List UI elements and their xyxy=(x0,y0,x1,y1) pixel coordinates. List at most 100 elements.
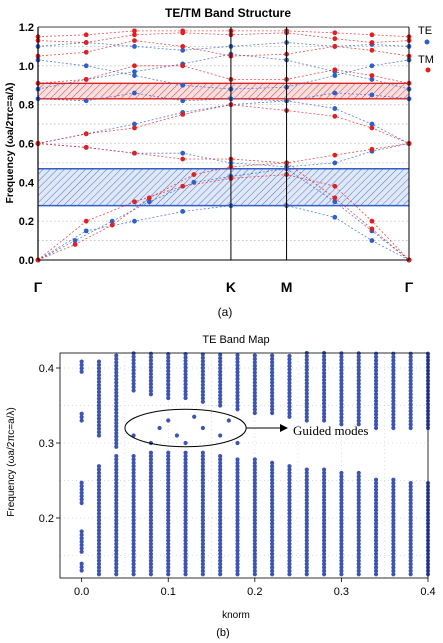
mode-point xyxy=(270,572,275,577)
mode-point xyxy=(79,542,84,548)
mode-point xyxy=(131,551,136,557)
mode-point xyxy=(183,565,188,570)
mode-point xyxy=(96,545,102,550)
mode-point xyxy=(166,450,171,455)
mode-point xyxy=(408,497,413,503)
mode-point xyxy=(96,541,102,546)
mode-point xyxy=(339,381,344,386)
mode-point xyxy=(270,356,275,362)
mode-point xyxy=(391,375,396,380)
mode-point xyxy=(200,504,205,509)
mode-point xyxy=(391,514,396,519)
mode-point xyxy=(131,487,136,492)
mode-point xyxy=(183,362,188,367)
mode-point xyxy=(96,383,102,388)
mode-point xyxy=(166,477,171,482)
mode-point xyxy=(252,508,257,513)
mode-point xyxy=(235,551,240,557)
mode-point xyxy=(166,494,171,499)
mode-point xyxy=(235,407,240,412)
mode-point xyxy=(339,418,344,423)
mode-point xyxy=(356,477,361,482)
mode-point xyxy=(321,548,327,553)
mode-point xyxy=(304,562,309,567)
mode-point xyxy=(304,381,309,386)
mode-point xyxy=(131,548,136,553)
mode-point xyxy=(408,481,413,486)
mode-point xyxy=(218,403,223,408)
mode-point xyxy=(235,393,240,398)
mode-point xyxy=(79,366,84,371)
mode-point xyxy=(131,568,136,573)
te-band-point xyxy=(369,92,375,98)
mode-point xyxy=(356,497,361,503)
mode-point xyxy=(356,415,361,420)
mode-point xyxy=(287,511,292,516)
mode-point xyxy=(79,480,84,485)
mode-point xyxy=(131,562,136,567)
mode-point xyxy=(391,535,396,540)
mode-point xyxy=(96,379,102,384)
mode-point xyxy=(183,524,188,530)
mode-point xyxy=(373,521,379,526)
mode-point xyxy=(287,514,292,519)
mode-point xyxy=(356,504,361,509)
mode-point xyxy=(356,545,361,550)
mode-point xyxy=(252,562,257,567)
mode-point xyxy=(183,538,188,543)
mode-point xyxy=(270,360,275,365)
x-tick-label: Γ xyxy=(405,279,414,295)
mode-point xyxy=(235,390,240,395)
legend-te-marker xyxy=(424,39,430,45)
mode-point xyxy=(304,470,309,476)
mode-point xyxy=(373,518,379,523)
mode-point xyxy=(373,395,379,400)
mode-point xyxy=(218,383,223,388)
mode-point xyxy=(270,397,275,402)
mode-point xyxy=(304,528,309,533)
mode-point xyxy=(218,369,223,374)
mode-point xyxy=(114,421,119,426)
mode-point xyxy=(408,491,413,496)
mode-point xyxy=(252,370,257,375)
mode-point xyxy=(96,406,102,411)
mode-point xyxy=(200,359,205,364)
y-tick-label: 0.2 xyxy=(39,513,54,525)
mode-point xyxy=(270,565,275,570)
mode-point xyxy=(96,494,102,499)
mode-point xyxy=(183,558,188,563)
mode-point xyxy=(200,399,205,404)
mode-point xyxy=(373,545,379,550)
mode-point xyxy=(218,497,223,503)
mode-point xyxy=(218,356,223,361)
mode-point xyxy=(131,454,136,459)
mode-point xyxy=(114,497,119,503)
mode-point xyxy=(183,487,188,492)
mode-point xyxy=(270,558,275,563)
mode-point xyxy=(270,494,275,499)
mode-point xyxy=(79,546,84,551)
mode-point xyxy=(304,491,309,496)
mode-point xyxy=(166,464,171,469)
mode-point xyxy=(339,545,344,550)
tm-band-point xyxy=(332,44,338,49)
mode-point xyxy=(200,521,205,526)
mode-point xyxy=(148,548,154,553)
mode-point xyxy=(373,501,379,506)
mode-point xyxy=(373,415,379,420)
mode-point xyxy=(96,518,102,523)
mode-point xyxy=(148,477,154,482)
mode-point xyxy=(96,481,102,486)
mode-point xyxy=(287,541,292,546)
mode-point xyxy=(391,405,396,410)
x-tick-label: 0.1 xyxy=(161,586,176,598)
mode-point xyxy=(183,464,188,469)
mode-point xyxy=(321,361,327,366)
mode-point xyxy=(148,460,154,465)
mode-point xyxy=(270,400,275,405)
tm-band-point xyxy=(109,222,115,228)
mode-point xyxy=(96,555,102,560)
mode-point xyxy=(321,558,327,563)
mode-point xyxy=(304,521,309,526)
te-band-line xyxy=(37,205,410,261)
